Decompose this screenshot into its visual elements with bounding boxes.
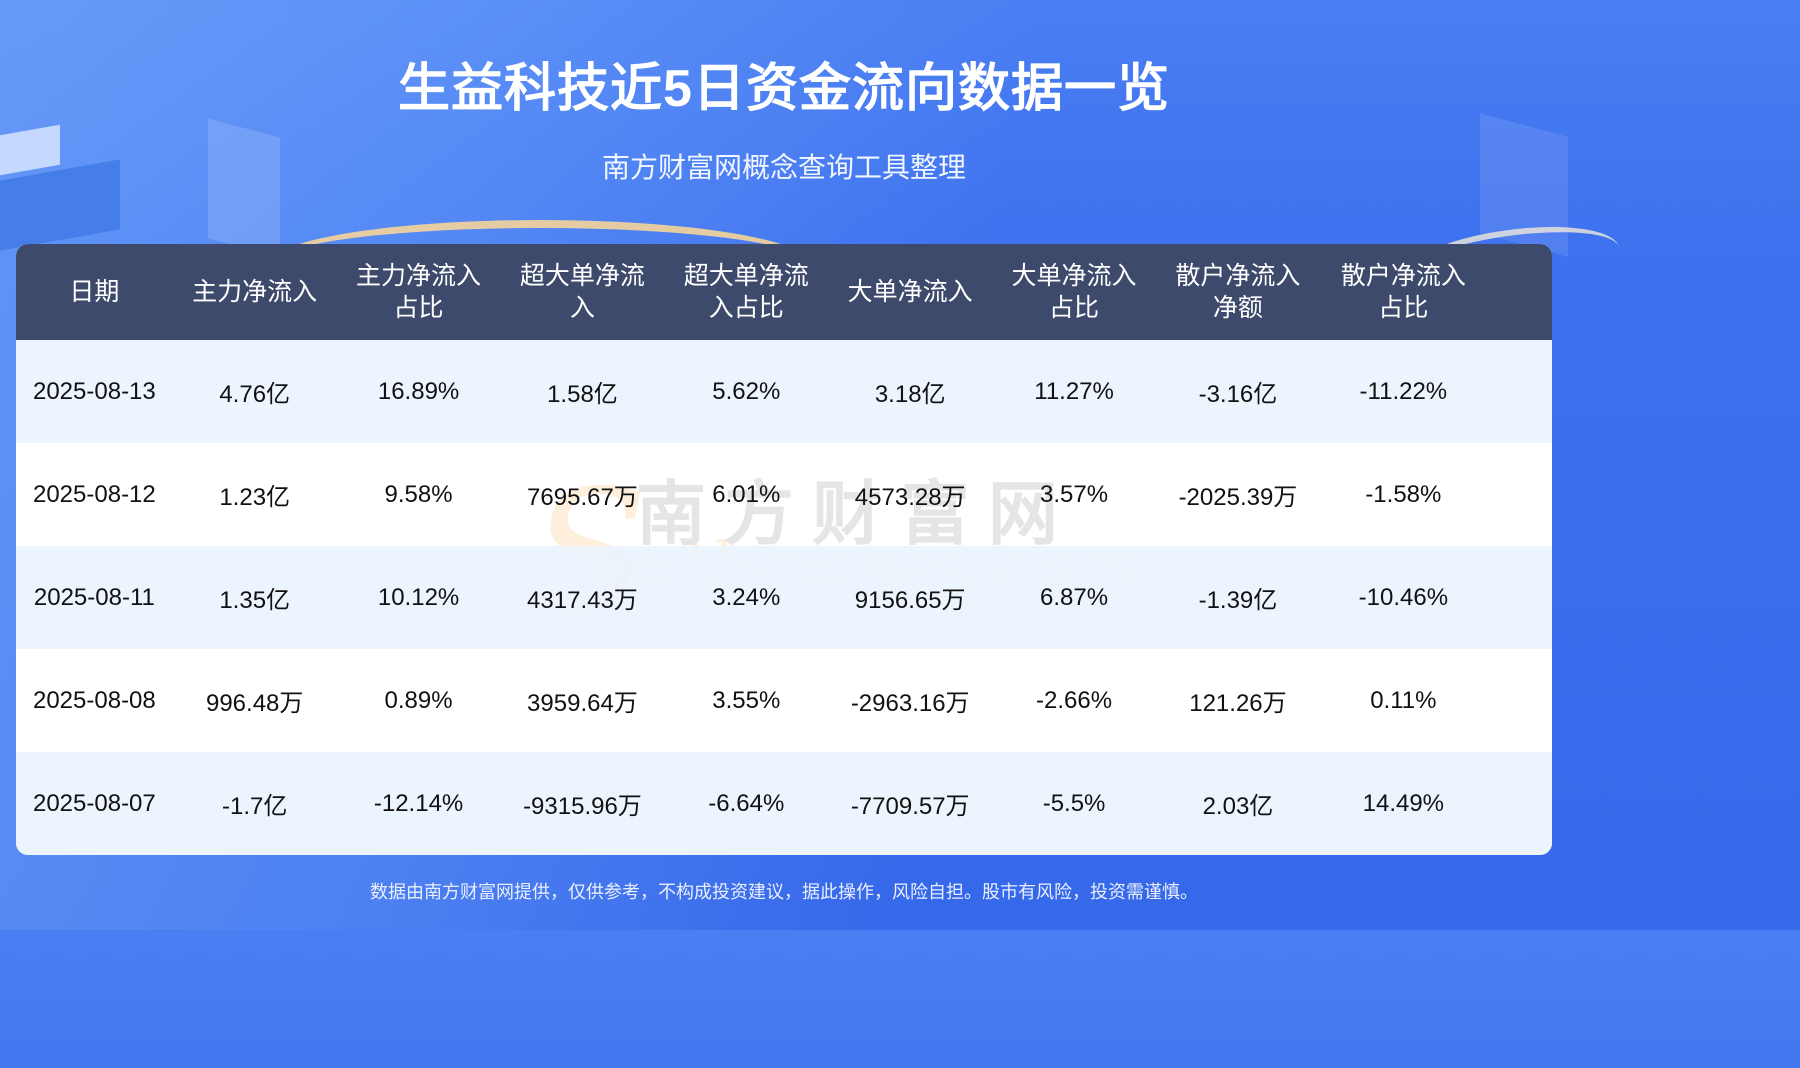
- cell-date: 2025-08-07: [16, 752, 173, 855]
- column-header-spacer: [1486, 244, 1552, 340]
- table-row: 2025-08-11 1.35亿 10.12% 4317.43万 3.24% 9…: [16, 546, 1552, 649]
- cell-date: 2025-08-13: [16, 340, 173, 443]
- column-header-main-inflow: 主力净流入: [172, 244, 337, 340]
- page-title: 生益科技近5日资金流向数据一览: [398, 60, 1170, 118]
- cell-spacer: [1486, 546, 1552, 649]
- footer-disclaimer: 数据由南方财富网提供，仅供参考，不构成投资建议，据此操作，风险自担。股市有风险，…: [370, 882, 1198, 902]
- cell-retail-inflow: 2.03亿: [1156, 752, 1320, 855]
- cell-main-inflow: 996.48万: [205, 690, 304, 717]
- table-row: 2025-08-13 4.76亿 16.89% 1.58亿 5.62% 3.18…: [16, 340, 1552, 443]
- cell-super-large-ratio: 6.01%: [712, 480, 781, 508]
- cell-date: 2025-08-12: [32, 480, 156, 508]
- cell-main-inflow: 1.35亿: [172, 546, 337, 649]
- cell-retail-inflow: -3.16亿: [1156, 340, 1320, 443]
- decorative-arc: [270, 220, 810, 308]
- page-subtitle: 南方财富网概念查询工具整理: [601, 152, 966, 183]
- cell-large-ratio: 11.27%: [992, 340, 1156, 443]
- cell-retail-inflow: 121.26万: [1189, 690, 1287, 717]
- watermark-cn: 南方财富网: [636, 472, 1076, 555]
- cell-main-ratio: 0.89%: [384, 686, 453, 714]
- cell-super-large-inflow: 1.58亿: [500, 340, 665, 443]
- column-header-super-large-ratio: 超大单净流 入占比: [664, 244, 829, 340]
- cell-main-ratio: -12.14%: [336, 752, 501, 855]
- cell-retail-inflow: -1.39亿: [1156, 546, 1320, 649]
- cell-date: 2025-08-11: [16, 546, 173, 649]
- cell-spacer: [1486, 340, 1552, 443]
- cell-large-ratio: 6.87%: [992, 546, 1156, 649]
- cell-large-inflow: -7709.57万: [828, 752, 993, 855]
- cell-spacer: [1487, 649, 1552, 752]
- column-header-date: 日期: [16, 244, 173, 340]
- fund-flow-table: 日期 主力净流入 主力净流入 占比 超大单净流入 超大单净流 入占比 大单净流入 大…: [16, 244, 1552, 855]
- column-header-super-large-inflow: 超大单净流入: [500, 244, 665, 340]
- cell-retail-ratio: -1.58%: [1365, 480, 1442, 508]
- cell-super-large-inflow: -9315.96万: [500, 752, 665, 855]
- cell-super-large-inflow: 3959.64万: [527, 690, 638, 717]
- decorative-pane: [208, 118, 280, 258]
- cell-super-large-inflow: 4317.43万: [500, 546, 665, 649]
- table-header-row: 日期 主力净流入 主力净流入 占比 超大单净流入 超大单净流 入占比 大单净流入 大…: [16, 244, 1552, 340]
- cell-spacer: [1487, 443, 1552, 546]
- table-row: 2025-08-12 1.23亿 9.58% 7695.67万 6.01% 45…: [16, 443, 1552, 546]
- table-row: 2025-08-07 -1.7亿 -12.14% -9315.96万 -6.64…: [16, 752, 1552, 855]
- cell-large-ratio: -2.66%: [1036, 686, 1113, 714]
- cell-large-ratio: 3.57%: [1040, 480, 1109, 508]
- cell-retail-ratio: -11.22%: [1319, 340, 1487, 443]
- column-header-large-inflow: 大单净流入: [828, 244, 993, 340]
- cell-super-large-ratio: 3.24%: [664, 546, 829, 649]
- cell-main-inflow: -1.7亿: [172, 752, 337, 855]
- cell-large-inflow: 3.18亿: [828, 340, 993, 443]
- cell-main-ratio: 9.58%: [384, 480, 453, 508]
- cell-large-ratio: -5.5%: [992, 752, 1156, 855]
- cell-retail-inflow: -2025.39万: [1178, 484, 1298, 511]
- cell-super-large-ratio: 3.55%: [712, 686, 781, 714]
- column-header-retail-ratio: 散户净流入 占比: [1319, 244, 1487, 340]
- cell-spacer: [1486, 752, 1552, 855]
- cell-large-inflow: 9156.65万: [828, 546, 993, 649]
- table-row: 2025-08-08 996.48万 0.89% 3959.64万 3.55% …: [16, 649, 1552, 752]
- cell-main-ratio: 16.89%: [336, 340, 501, 443]
- cell-large-inflow: -2963.16万: [850, 690, 970, 717]
- cell-super-large-ratio: 5.62%: [664, 340, 829, 443]
- column-header-large-ratio: 大单净流入 占比: [992, 244, 1156, 340]
- cell-super-large-ratio: -6.64%: [664, 752, 829, 855]
- cell-main-ratio: 10.12%: [336, 546, 501, 649]
- cell-super-large-inflow: 7695.67万: [527, 484, 638, 511]
- cell-main-inflow: 4.76亿: [172, 340, 337, 443]
- cell-retail-ratio: 14.49%: [1319, 752, 1487, 855]
- cell-date: 2025-08-08: [32, 686, 156, 714]
- cell-main-inflow: 1.23亿: [219, 484, 291, 511]
- column-header-main-ratio: 主力净流入 占比: [336, 244, 501, 340]
- cell-retail-ratio: -10.46%: [1319, 546, 1487, 649]
- cell-large-inflow: 4573.28万: [854, 484, 966, 511]
- column-header-retail-inflow: 散户净流入 净额: [1156, 244, 1320, 340]
- cell-retail-ratio: 0.11%: [1370, 686, 1437, 714]
